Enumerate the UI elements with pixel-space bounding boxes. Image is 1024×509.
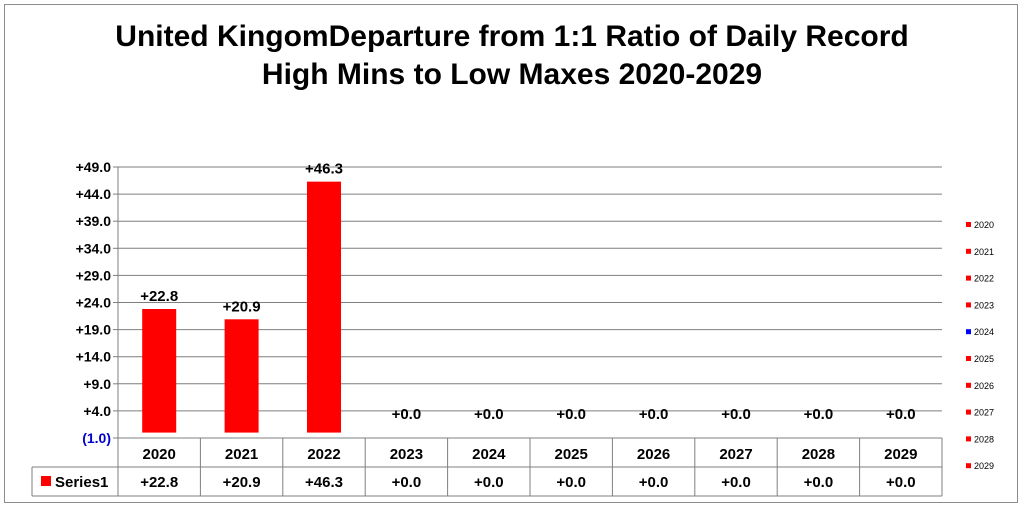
table-value-cell: +0.0 [639, 474, 669, 491]
y-tick-label: +34.0 [76, 240, 112, 256]
legend-label: 2022 [974, 274, 994, 284]
bar-value-label: +0.0 [474, 406, 504, 423]
bar [142, 309, 177, 433]
table-value-cell: +0.0 [392, 474, 422, 491]
category-label: 2026 [637, 446, 670, 463]
bar-value-label: +22.8 [140, 288, 178, 305]
y-tick-label: +4.0 [83, 403, 111, 419]
chart-title: United KingomDeparture from 1:1 Ratio of… [0, 18, 1024, 94]
legend-label: 2024 [974, 327, 994, 337]
chart-title-line-2: High Mins to Low Maxes 2020-2029 [261, 58, 763, 91]
bar-value-label: +0.0 [804, 406, 834, 423]
legend-swatch [966, 463, 971, 469]
legend-label: 2026 [974, 381, 994, 391]
y-tick-label: +19.0 [76, 322, 112, 338]
legend-swatch [966, 329, 971, 335]
table-value-cell: +20.9 [223, 474, 261, 491]
bar-value-label: +0.0 [639, 406, 669, 423]
y-tick-label: (1.0) [82, 430, 111, 446]
y-tick-label: +29.0 [76, 267, 112, 283]
legend-label: 2021 [974, 247, 994, 257]
bar-value-label: +0.0 [886, 406, 916, 423]
legend-swatch [966, 302, 971, 308]
series-legend-key [41, 476, 51, 486]
bar-value-label: +0.0 [721, 406, 751, 423]
legend-label: 2027 [974, 408, 994, 418]
y-tick-label: +9.0 [83, 376, 111, 392]
y-tick-label: +14.0 [76, 349, 112, 365]
chart-title-line-1: United KingomDeparture from 1:1 Ratio of… [115, 20, 909, 53]
category-label: 2024 [472, 446, 506, 463]
table-value-cell: +22.8 [140, 474, 178, 491]
category-label: 2028 [802, 446, 835, 463]
y-tick-label: +44.0 [76, 186, 112, 202]
legend-swatch [966, 409, 971, 415]
legend-label: 2025 [974, 354, 994, 364]
category-label: 2029 [884, 446, 917, 463]
legend-swatch [966, 222, 971, 227]
table-value-cell: +46.3 [305, 474, 343, 491]
table-value-cell: +0.0 [556, 474, 586, 491]
table-value-cell: +0.0 [721, 474, 751, 491]
legend-label: 2023 [974, 300, 994, 310]
bar [307, 181, 341, 433]
table-value-cell: +0.0 [474, 474, 504, 491]
bar-value-label: +0.0 [556, 406, 586, 423]
bar-value-label: +0.0 [392, 406, 422, 423]
series-name-label: Series1 [55, 474, 108, 491]
legend-label: 2028 [974, 434, 994, 444]
category-label: 2025 [555, 446, 588, 463]
legend-swatch [966, 436, 971, 442]
category-label: 2023 [390, 446, 423, 463]
legend-swatch [966, 382, 971, 388]
category-label: 2020 [143, 446, 176, 463]
legend-label: 2029 [974, 461, 994, 471]
bar-value-label: +46.3 [305, 161, 343, 178]
legend-swatch [966, 248, 971, 254]
category-label: 2027 [719, 446, 752, 463]
legend-label: 2020 [974, 220, 994, 230]
legend-swatch [966, 356, 971, 361]
table-value-cell: +0.0 [886, 474, 916, 491]
y-tick-label: +39.0 [76, 213, 112, 229]
category-label: 2021 [225, 446, 258, 463]
bar-value-label: +20.9 [223, 298, 261, 315]
category-label: 2022 [307, 446, 340, 463]
y-tick-label: +49.0 [76, 159, 112, 175]
table-value-cell: +0.0 [804, 474, 834, 491]
y-tick-label: +24.0 [76, 295, 112, 311]
legend-swatch [966, 275, 971, 281]
bar [224, 319, 259, 433]
